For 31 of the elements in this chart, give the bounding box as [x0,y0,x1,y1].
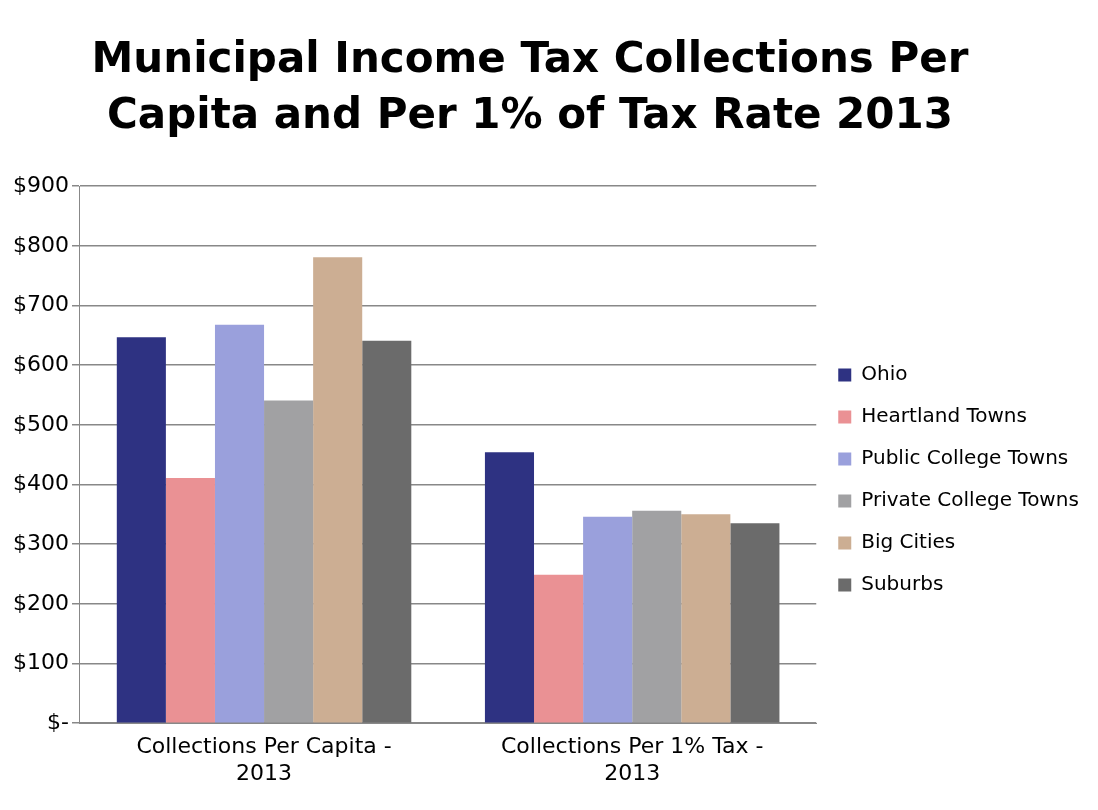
legend-label: Heartland Towns [861,403,1027,428]
bar [730,523,780,723]
y-tick-label: $500 [12,410,69,436]
legend-label: Ohio [861,361,908,386]
legend-label: Big Cities [861,529,956,554]
bar [165,477,215,723]
bar [632,510,682,723]
y-tick-label: $300 [12,529,69,555]
legend-label: Suburbs [861,571,944,596]
bar [681,514,731,723]
y-tick-label: $700 [12,291,69,317]
y-tick-label: $900 [12,171,69,197]
y-tick-label: $- [47,708,69,734]
bar [214,324,265,723]
legend-label: Public College Towns [861,445,1069,470]
bar [484,452,535,723]
y-tick-label: $800 [12,231,69,257]
y-tick-label: $400 [12,470,69,496]
x-tick-label: Collections Per 1% Tax - 2013 [500,733,764,785]
x-tick-label: Collections Per Capita - 2013 [136,733,392,785]
y-tick-label: $600 [12,350,69,376]
bar [116,337,166,723]
bar [313,257,363,723]
bar [264,400,314,723]
bar [362,340,412,723]
y-tick-label: $100 [12,649,69,675]
chart-title: Municipal Income Tax Collections Per Capita and Per 1% of Tax Rate 2013 [90,32,970,140]
bar [583,516,633,723]
bar [534,574,584,723]
y-tick-label: $200 [12,589,69,615]
legend-label: Private College Towns [861,487,1079,512]
